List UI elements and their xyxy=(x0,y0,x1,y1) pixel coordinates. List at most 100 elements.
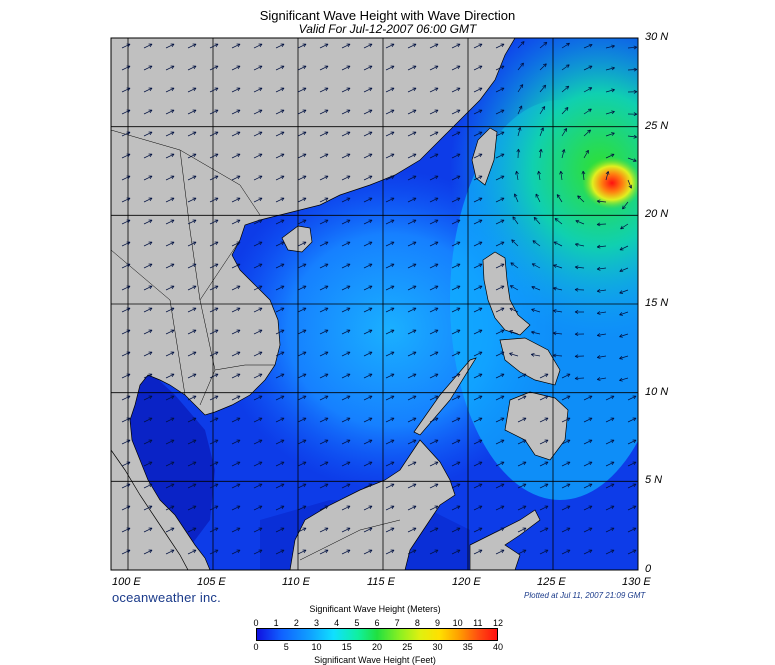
direction-arrow xyxy=(596,199,607,204)
direction-arrow xyxy=(583,87,593,93)
direction-arrow xyxy=(561,395,571,401)
direction-arrow xyxy=(319,461,329,467)
direction-arrow xyxy=(385,307,395,313)
direction-arrow xyxy=(407,483,417,489)
direction-arrow xyxy=(532,240,541,247)
direction-arrow xyxy=(341,329,351,335)
direction-arrow xyxy=(231,439,241,445)
direction-arrow xyxy=(341,197,351,203)
direction-arrow xyxy=(429,329,439,335)
typhoon-peak xyxy=(582,157,638,209)
direction-arrow xyxy=(209,461,219,467)
direction-arrow xyxy=(253,65,263,71)
direction-arrow xyxy=(473,505,483,511)
direction-arrow xyxy=(451,263,461,269)
colorbar-meters-tick: 7 xyxy=(394,618,400,628)
direction-arrow xyxy=(209,175,219,181)
direction-arrow xyxy=(297,109,307,115)
direction-arrow xyxy=(517,395,527,401)
direction-arrow xyxy=(297,373,307,379)
longitude-label: 130 E xyxy=(622,576,651,588)
direction-arrow xyxy=(596,222,607,227)
direction-arrow xyxy=(385,65,395,71)
direction-arrow xyxy=(121,219,131,225)
direction-arrow xyxy=(165,329,175,335)
land-sumatra xyxy=(111,449,189,570)
latitude-label: 25 N xyxy=(645,119,669,132)
direction-arrow xyxy=(574,376,585,381)
colorbar-feet-tick: 20 xyxy=(371,642,383,652)
direction-arrow xyxy=(451,241,461,247)
direction-arrow xyxy=(539,373,549,379)
direction-arrow xyxy=(538,148,543,159)
direction-arrow xyxy=(187,219,197,225)
direction-arrow xyxy=(209,483,219,489)
direction-arrow xyxy=(231,417,241,423)
direction-arrow xyxy=(231,373,241,379)
direction-arrow xyxy=(363,461,373,467)
direction-arrow xyxy=(253,373,263,379)
direction-arrow xyxy=(517,483,527,489)
direction-arrow xyxy=(627,395,637,401)
direction-arrow xyxy=(341,527,351,533)
direction-arrow xyxy=(385,351,395,357)
direction-arrow xyxy=(209,307,219,313)
direction-arrow xyxy=(363,219,373,225)
direction-arrow xyxy=(385,373,395,379)
direction-arrow xyxy=(253,131,263,137)
direction-arrow xyxy=(407,329,417,335)
direction-arrow xyxy=(495,87,505,93)
direction-arrow xyxy=(363,307,373,313)
direction-arrow xyxy=(297,153,307,159)
direction-arrow xyxy=(165,241,175,247)
direction-arrow xyxy=(429,395,439,401)
direction-arrow xyxy=(627,505,637,511)
direction-arrow xyxy=(209,417,219,423)
direction-arrow xyxy=(531,330,541,335)
direction-arrow xyxy=(407,505,417,511)
direction-arrow xyxy=(605,549,615,555)
direction-arrow xyxy=(535,193,541,203)
direction-arrow xyxy=(429,197,439,203)
direction-arrow xyxy=(385,87,395,93)
direction-arrow xyxy=(451,65,461,71)
direction-arrow xyxy=(473,87,483,93)
direction-arrow xyxy=(187,307,197,313)
direction-arrow xyxy=(495,439,505,445)
direction-arrow xyxy=(121,307,131,313)
direction-arrow xyxy=(341,43,351,49)
direction-arrow xyxy=(165,219,175,225)
direction-arrow xyxy=(473,285,483,291)
direction-arrow xyxy=(552,309,563,313)
direction-arrow xyxy=(559,170,564,181)
direction-arrow xyxy=(473,43,483,49)
direction-arrow xyxy=(363,87,373,93)
direction-arrow xyxy=(473,483,483,489)
direction-arrow xyxy=(407,285,417,291)
direction-arrow xyxy=(143,65,153,71)
direction-arrow xyxy=(596,266,607,271)
direction-arrow xyxy=(275,131,285,137)
direction-arrow xyxy=(297,197,307,203)
direction-arrow xyxy=(187,263,197,269)
direction-arrow xyxy=(209,351,219,357)
direction-arrow xyxy=(121,43,131,49)
direction-arrow xyxy=(121,285,131,291)
direction-arrow xyxy=(231,153,241,159)
direction-arrow xyxy=(509,330,519,335)
direction-arrow xyxy=(231,285,241,291)
direction-arrow xyxy=(539,417,549,423)
direction-arrow xyxy=(495,175,505,181)
direction-arrow xyxy=(165,285,175,291)
direction-arrow xyxy=(517,461,527,467)
direction-arrow xyxy=(407,65,417,71)
direction-arrow xyxy=(231,483,241,489)
direction-arrow xyxy=(596,355,607,359)
direction-arrow xyxy=(596,289,607,293)
direction-arrow xyxy=(143,219,153,225)
direction-arrow xyxy=(319,263,329,269)
direction-arrow xyxy=(275,461,285,467)
colorbar-meters-title: Significant Wave Height (Meters) xyxy=(309,604,441,614)
direction-arrow xyxy=(596,333,607,337)
longitude-label: 120 E xyxy=(452,576,481,588)
